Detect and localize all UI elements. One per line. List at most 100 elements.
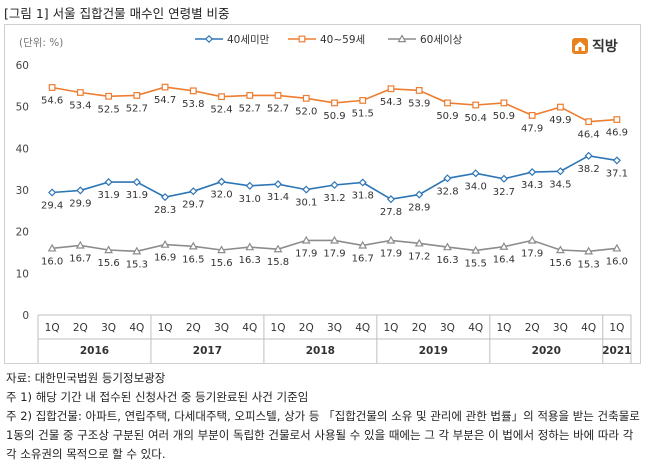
- data-label-under40: 28.9: [408, 203, 430, 214]
- data-point-under40: [584, 151, 593, 160]
- y-tick-label: 30: [16, 185, 29, 197]
- x-tick-label: 3Q: [327, 322, 342, 334]
- data-point-under40: [48, 188, 57, 197]
- data-label-age40_59: 53.8: [182, 99, 204, 110]
- data-point-age40_59: [415, 87, 423, 94]
- data-point-over60: [301, 235, 311, 244]
- data-point-age40_59: [528, 112, 536, 119]
- data-label-under40: 34.3: [521, 180, 543, 191]
- data-point-over60: [245, 242, 255, 251]
- data-label-age40_59: 53.9: [408, 98, 430, 109]
- x-tick-label: 3Q: [440, 322, 455, 334]
- year-label: 2016: [80, 345, 109, 357]
- x-tick-label: 1Q: [45, 322, 60, 334]
- data-point-age40_59: [613, 116, 621, 123]
- data-point-over60: [584, 246, 594, 255]
- data-point-under40: [132, 178, 141, 187]
- data-point-age40_59: [444, 99, 451, 107]
- data-point-under40: [189, 187, 198, 196]
- data-label-over60: 15.3: [126, 259, 148, 270]
- x-tick-label: 2Q: [299, 322, 314, 334]
- x-tick-label: 1Q: [383, 322, 398, 334]
- unit-label: (단위: %): [19, 36, 63, 49]
- data-point-over60: [555, 245, 565, 254]
- data-label-over60: 15.5: [465, 258, 487, 269]
- brand-logo: 직방: [571, 36, 618, 56]
- x-tick-label: 1Q: [271, 322, 286, 334]
- data-label-over60: 16.9: [154, 253, 176, 264]
- data-label-over60: 17.9: [323, 248, 345, 259]
- data-point-under40: [76, 186, 85, 195]
- data-point-under40: [443, 174, 452, 183]
- data-label-age40_59: 50.4: [465, 113, 487, 124]
- legend-marker: [397, 34, 407, 43]
- data-point-over60: [188, 241, 198, 250]
- x-tick-label: 2Q: [525, 322, 540, 334]
- data-label-over60: 16.0: [41, 256, 63, 267]
- data-point-age40_59: [585, 118, 593, 126]
- legend-label: 40세미만: [227, 34, 270, 46]
- x-tick-label: 4Q: [242, 322, 257, 334]
- data-point-age40_59: [274, 92, 282, 99]
- data-label-under40: 38.2: [578, 164, 600, 175]
- y-tick-label: 0: [22, 310, 29, 322]
- data-point-over60: [443, 242, 452, 251]
- data-label-over60: 16.7: [352, 253, 374, 264]
- data-point-age40_59: [302, 94, 310, 102]
- data-label-under40: 31.9: [126, 190, 148, 201]
- data-point-age40_59: [557, 103, 564, 111]
- data-point-age40_59: [161, 83, 169, 91]
- data-point-age40_59: [189, 87, 197, 95]
- x-tick-label: 2Q: [186, 322, 201, 334]
- x-tick-label: 4Q: [581, 322, 596, 334]
- x-tick-label: 4Q: [129, 322, 144, 334]
- data-point-under40: [245, 181, 254, 190]
- data-label-age40_59: 50.9: [323, 111, 345, 122]
- brand-name: 직방: [592, 39, 618, 55]
- data-point-age40_59: [76, 89, 84, 96]
- data-label-age40_59: 51.5: [352, 108, 374, 119]
- data-point-over60: [217, 245, 226, 254]
- data-point-age40_59: [331, 99, 338, 107]
- data-label-under40: 32.8: [436, 186, 458, 197]
- data-point-over60: [330, 235, 339, 244]
- data-point-under40: [330, 180, 339, 190]
- data-label-over60: 15.3: [578, 259, 600, 270]
- data-label-age40_59: 52.7: [239, 103, 261, 114]
- footnote-1: 주 1) 해당 기간 내 접수된 신청사건 중 등기완료된 사건 기준임: [6, 390, 309, 404]
- year-label: 2018: [306, 345, 335, 357]
- data-label-age40_59: 54.3: [380, 97, 402, 108]
- data-point-age40_59: [500, 99, 508, 107]
- data-label-under40: 31.8: [352, 191, 374, 202]
- data-point-over60: [273, 244, 283, 253]
- x-tick-label: 2Q: [412, 322, 427, 334]
- data-label-over60: 16.0: [606, 256, 628, 267]
- source-note: 자료: 대한민국법원 등기정보광장: [6, 371, 166, 385]
- data-point-over60: [527, 235, 537, 244]
- data-label-over60: 16.3: [239, 255, 261, 266]
- data-point-age40_59: [359, 97, 367, 104]
- house-logo-icon: [571, 37, 589, 55]
- data-label-over60: 15.6: [549, 258, 571, 269]
- data-label-under40: 34.5: [549, 179, 571, 190]
- data-point-age40_59: [246, 92, 254, 99]
- data-label-under40: 31.4: [267, 192, 289, 203]
- data-label-under40: 31.2: [323, 193, 345, 204]
- footnotes: 자료: 대한민국법원 등기정보광장 주 1) 해당 기간 내 접수된 신청사건 …: [6, 369, 642, 464]
- data-label-under40: 37.1: [606, 168, 628, 179]
- data-label-age40_59: 50.9: [436, 111, 458, 122]
- data-label-over60: 15.6: [210, 258, 232, 269]
- data-point-over60: [358, 240, 368, 249]
- x-tick-label: 3Q: [214, 322, 229, 334]
- data-point-under40: [415, 190, 424, 199]
- data-label-over60: 17.9: [380, 248, 402, 259]
- data-label-age40_59: 52.5: [97, 104, 119, 115]
- data-point-under40: [104, 178, 113, 187]
- data-label-over60: 16.3: [436, 255, 458, 266]
- data-label-under40: 29.7: [182, 199, 204, 210]
- data-label-age40_59: 50.9: [493, 111, 515, 122]
- data-label-under40: 28.3: [154, 205, 176, 216]
- chart-container: (단위: %) 0 10 20 30 40 50 60 40세미만 40~59세 60세이상 29.4…: [4, 24, 641, 364]
- data-point-age40_59: [472, 101, 480, 109]
- data-label-age40_59: 46.4: [578, 130, 600, 141]
